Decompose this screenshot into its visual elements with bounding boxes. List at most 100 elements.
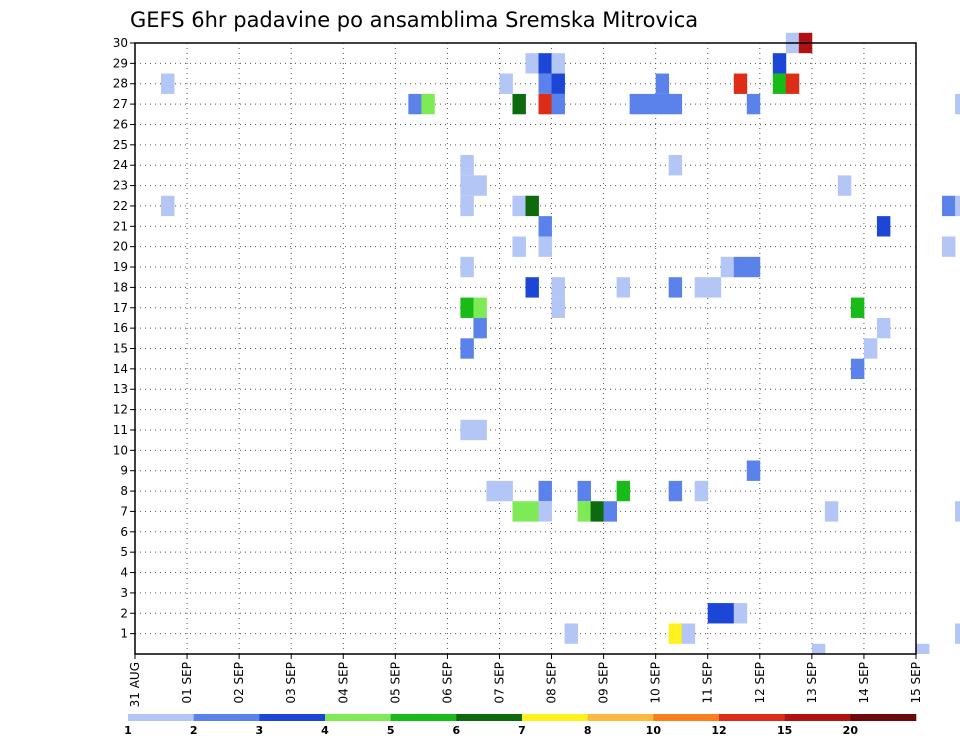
data-cell	[577, 501, 591, 522]
data-cell	[460, 256, 474, 278]
data-cell	[942, 236, 956, 257]
data-cell	[551, 277, 565, 298]
y-tick-label: 29	[113, 56, 128, 70]
data-cell	[538, 480, 552, 502]
data-cell	[955, 93, 960, 115]
data-cell	[538, 216, 552, 237]
data-cell	[694, 480, 709, 502]
data-cell	[460, 338, 474, 359]
data-cell	[538, 73, 552, 94]
data-cell	[161, 195, 175, 217]
data-cell	[916, 643, 930, 654]
legend-label: 10	[646, 724, 662, 737]
data-cell	[538, 501, 552, 522]
legend-swatch	[587, 714, 654, 721]
y-tick-label: 28	[113, 77, 128, 91]
data-cells	[161, 32, 960, 654]
x-tick-label: 03 SEP	[284, 662, 298, 704]
data-cell	[681, 623, 696, 644]
y-tick-label: 14	[113, 362, 128, 376]
y-tick-label: 1	[120, 627, 128, 641]
data-cell	[785, 73, 800, 94]
data-cell	[668, 93, 683, 115]
y-tick-label: 8	[120, 484, 128, 498]
data-cell	[616, 277, 631, 298]
data-cell	[616, 480, 631, 502]
y-tick-label: 24	[113, 158, 128, 172]
x-tick-label: 13 SEP	[805, 662, 819, 704]
data-cell	[525, 195, 539, 217]
legend-swatch	[193, 714, 260, 721]
data-cell	[460, 195, 474, 217]
x-tick-label: 14 SEP	[857, 662, 871, 704]
legend-label: 12	[711, 724, 726, 737]
data-cell	[421, 93, 435, 115]
legend-swatch	[719, 714, 785, 721]
data-cell	[955, 623, 960, 644]
legend-label: 20	[843, 724, 859, 737]
data-cell	[811, 643, 826, 654]
data-cell	[629, 93, 644, 115]
data-cell	[460, 297, 474, 318]
data-cell	[499, 73, 513, 94]
data-cell	[642, 93, 657, 115]
data-cell	[707, 277, 722, 298]
data-cell	[772, 73, 787, 94]
data-cell	[161, 73, 175, 94]
data-cell	[772, 53, 787, 74]
data-cell	[603, 501, 618, 522]
data-cell	[668, 480, 683, 502]
legend-swatch	[128, 714, 194, 721]
y-tick-label: 2	[120, 606, 128, 620]
x-tick-label: 07 SEP	[492, 662, 506, 704]
x-tick-label: 05 SEP	[388, 662, 402, 704]
x-tick-label: 10 SEP	[649, 662, 663, 704]
y-tick-label: 7	[120, 504, 128, 518]
x-tick-label: 06 SEP	[440, 662, 454, 704]
legend-label: 3	[256, 724, 264, 737]
y-tick-label: 25	[113, 138, 128, 152]
legend-swatch	[784, 714, 851, 721]
data-cell	[551, 73, 565, 94]
data-cell	[863, 338, 878, 359]
data-cell	[876, 216, 891, 237]
data-cell	[720, 603, 735, 624]
legend-label: 2	[190, 724, 198, 737]
data-cell	[473, 419, 487, 441]
data-cell	[538, 236, 552, 257]
data-cell	[551, 297, 565, 318]
data-cell	[473, 317, 487, 339]
legend-label: 4	[321, 724, 329, 737]
x-tick-label: 04 SEP	[336, 662, 350, 704]
data-cell	[694, 277, 709, 298]
axis-ticks: 1234567891011121314151617181920212223242…	[113, 36, 923, 707]
data-cell	[850, 358, 865, 380]
data-cell	[538, 93, 552, 115]
y-tick-label: 11	[113, 423, 128, 437]
legend-label: 15	[777, 724, 792, 737]
data-cell	[942, 195, 956, 217]
y-tick-label: 4	[120, 566, 128, 580]
data-cell	[473, 297, 487, 318]
x-tick-label: 08 SEP	[545, 662, 559, 704]
x-tick-label: 12 SEP	[753, 662, 767, 704]
data-cell	[486, 480, 500, 502]
data-cell	[720, 256, 735, 278]
data-cell	[473, 175, 487, 196]
y-tick-label: 27	[113, 97, 128, 111]
data-cell	[668, 277, 683, 298]
y-tick-label: 13	[113, 382, 128, 396]
y-tick-label: 16	[113, 321, 128, 335]
y-tick-label: 26	[113, 117, 128, 131]
data-cell	[460, 175, 474, 196]
grid-lines	[135, 42, 916, 654]
y-tick-label: 6	[120, 525, 128, 539]
data-cell	[655, 73, 670, 94]
y-tick-label: 3	[120, 586, 128, 600]
data-cell	[460, 155, 474, 176]
data-cell	[850, 297, 865, 318]
data-cell	[460, 419, 474, 441]
data-cell	[955, 195, 960, 217]
data-cell	[837, 175, 852, 196]
